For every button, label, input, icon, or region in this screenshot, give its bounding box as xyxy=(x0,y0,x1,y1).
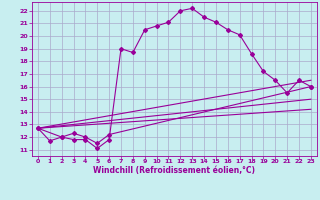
X-axis label: Windchill (Refroidissement éolien,°C): Windchill (Refroidissement éolien,°C) xyxy=(93,166,255,175)
